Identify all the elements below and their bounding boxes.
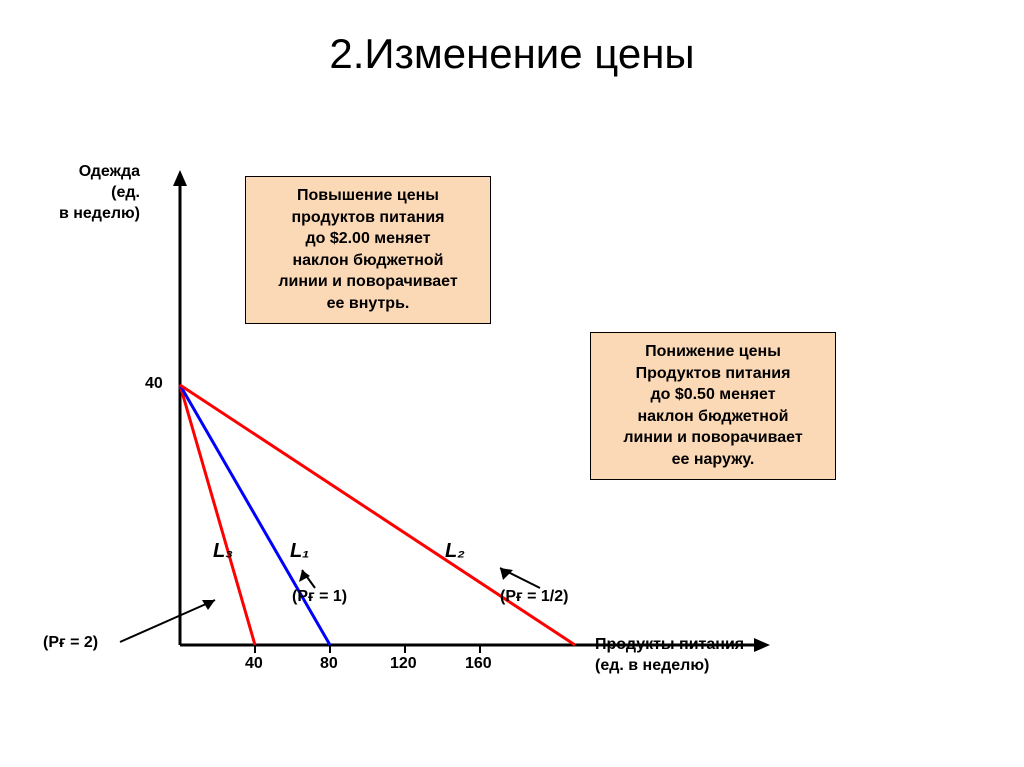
x-tick-label-160: 160 [465, 655, 492, 673]
pf-label-l1: (Pғ = 1) [292, 588, 347, 606]
line-label-l1: L₁ [290, 540, 309, 563]
chart-area: Одежда (ед. в неделю) 40 Повышение цены … [0, 140, 1024, 760]
pointer-l3 [120, 600, 215, 642]
budget-line-l2 [180, 385, 575, 645]
y-axis-label: Одежда (ед. в неделю) [45, 162, 140, 224]
y-tick-40: 40 [145, 375, 163, 393]
x-tick-label-80: 80 [320, 655, 338, 673]
page-title: 2.Изменение цены [0, 0, 1024, 88]
x-axis-arrow [754, 638, 770, 652]
x-axis-label: Продукты питания (ед. в неделю) [595, 635, 744, 677]
info-box-price-increase: Повышение цены продуктов питания до $2.0… [245, 176, 491, 324]
pf-label-l2: (Pғ = 1/2) [500, 588, 568, 606]
y-axis-arrow [173, 170, 187, 186]
info-box-price-decrease: Понижение цены Продуктов питания до $0.5… [590, 332, 836, 480]
info-box-1-text: Повышение цены продуктов питания до $2.0… [278, 187, 457, 312]
chart-svg [0, 140, 1024, 760]
x-tick-label-40: 40 [245, 655, 263, 673]
line-label-l2: L₂ [445, 540, 465, 563]
budget-line-l3 [180, 385, 255, 645]
line-label-l3: L₃ [213, 540, 233, 563]
pf-label-l3: (Pғ = 2) [43, 634, 98, 652]
info-box-2-text: Понижение цены Продуктов питания до $0.5… [623, 343, 802, 468]
x-tick-label-120: 120 [390, 655, 417, 673]
